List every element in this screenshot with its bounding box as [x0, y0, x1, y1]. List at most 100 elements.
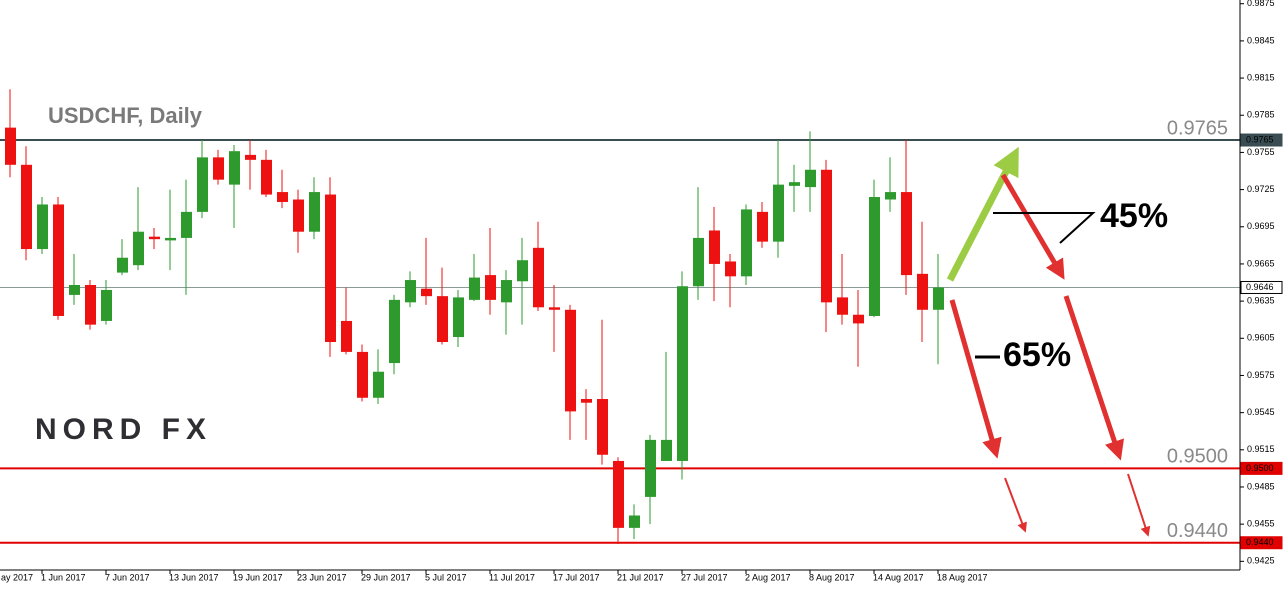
candle-body [229, 151, 240, 185]
y-tick-label: 0.9545 [1247, 407, 1275, 417]
price-box-label: 0.9765 [1246, 134, 1274, 144]
candle-body [5, 127, 16, 165]
candle-body [117, 257, 128, 273]
candle-body [37, 204, 48, 250]
price-box [1240, 280, 1283, 294]
candle-body [773, 184, 784, 242]
candle-body [421, 288, 432, 297]
x-tick-label: 17 Jul 2017 [553, 572, 600, 582]
candle-body [565, 309, 576, 412]
candle-body [373, 371, 384, 398]
level-label: 0.9500 [1167, 446, 1228, 468]
candle-body [69, 285, 80, 295]
arrow [1004, 477, 1027, 533]
candle-body [661, 439, 672, 461]
candle-body [725, 261, 736, 277]
candle-body [693, 237, 704, 287]
price-box [1240, 461, 1283, 475]
candle-body [53, 204, 64, 316]
annotation: 65% [1003, 336, 1071, 374]
price-box [1240, 536, 1283, 550]
x-tick-label: 5 Jul 2017 [425, 572, 467, 582]
candle-body [517, 260, 528, 282]
candle-body [549, 307, 560, 310]
y-tick-label: 0.9785 [1247, 110, 1275, 120]
candle-body [453, 297, 464, 338]
candle-body [533, 247, 544, 308]
candle-body [709, 230, 720, 264]
y-tick-label: 0.9485 [1247, 481, 1275, 491]
candle-body [677, 286, 688, 461]
y-tick-label: 0.9815 [1247, 72, 1275, 82]
candle-body [261, 159, 272, 195]
candle-body [213, 157, 224, 180]
x-tick-label: 1 Jun 2017 [41, 572, 86, 582]
candle-body [741, 209, 752, 277]
candle-body [901, 192, 912, 276]
candle-body [869, 197, 880, 316]
candle-body [613, 460, 624, 528]
x-tick-label: 21 Jul 2017 [617, 572, 664, 582]
candle-body [309, 192, 320, 232]
y-tick-label: 0.9725 [1247, 184, 1275, 194]
candle-body [197, 157, 208, 212]
candle-body [405, 280, 416, 303]
level-label: 0.9440 [1167, 520, 1228, 542]
price-box [1240, 133, 1283, 147]
candle-body [933, 287, 944, 310]
x-tick-label: 2 Aug 2017 [745, 572, 791, 582]
y-tick-label: 0.9605 [1247, 333, 1275, 343]
candle-body [485, 275, 496, 300]
candle-body [917, 273, 928, 310]
forecast-arrows [946, 146, 1151, 537]
candle-body [389, 299, 400, 364]
level-label: 0.9765 [1167, 117, 1228, 139]
price-box-label: 0.9500 [1246, 463, 1274, 473]
y-tick-label: 0.9455 [1247, 519, 1275, 529]
y-tick-label: 0.9755 [1247, 147, 1275, 157]
candle-body [293, 199, 304, 232]
arrow [1000, 173, 1065, 280]
candle-body [437, 296, 448, 342]
arrow [949, 299, 1002, 459]
candle-body [501, 280, 512, 303]
x-tick-label: ay 2017 [1, 572, 33, 582]
candle-body [757, 211, 768, 242]
x-tick-label: 11 Jul 2017 [489, 572, 535, 582]
plot-area [0, 89, 1240, 544]
candle-body [837, 297, 848, 315]
candle-body [821, 169, 832, 303]
x-tick-label: 14 Aug 2017 [873, 572, 924, 582]
candle-body [101, 289, 112, 321]
candle-body [277, 192, 288, 202]
annotation: 45% [1100, 197, 1168, 235]
candle-body [21, 164, 32, 250]
candle-body [341, 320, 352, 352]
x-tick-label: 29 Jun 2017 [361, 572, 411, 582]
candle-body [165, 237, 176, 241]
price-box-label: 0.9440 [1246, 537, 1274, 547]
candle-body [629, 515, 640, 528]
candle-body [789, 182, 800, 186]
y-tick-label: 0.9575 [1247, 370, 1275, 380]
y-tick-label: 0.9875 [1247, 0, 1275, 8]
y-tick-label: 0.9695 [1247, 221, 1275, 231]
y-tick-label: 0.9845 [1247, 35, 1275, 45]
y-tick-label: 0.9515 [1247, 444, 1275, 454]
x-tick-label: 23 Jun 2017 [297, 572, 347, 582]
candle-body [581, 399, 592, 403]
candle-body [853, 314, 864, 324]
leader-line [993, 212, 1096, 244]
candle-body [181, 211, 192, 238]
candle-body [85, 285, 96, 325]
x-tick-label: 18 Aug 2017 [937, 572, 988, 582]
chart-title: USDCHF, Daily [48, 103, 203, 128]
y-tick-label: 0.9665 [1247, 258, 1275, 268]
candle-body [357, 351, 368, 398]
arrow [1063, 295, 1125, 461]
candle-body [325, 194, 336, 342]
candle-body [149, 236, 160, 240]
arrow [1127, 473, 1151, 537]
x-tick-label: 8 Aug 2017 [809, 572, 855, 582]
